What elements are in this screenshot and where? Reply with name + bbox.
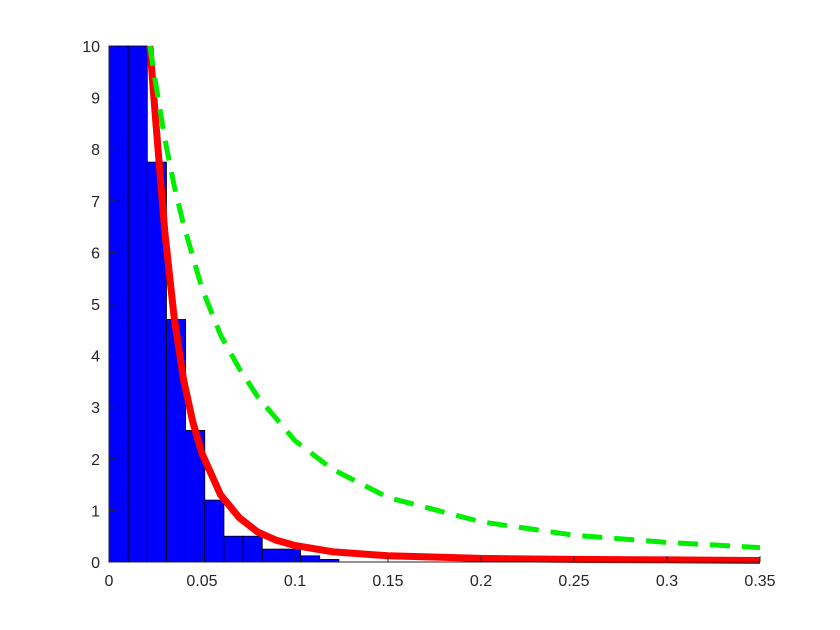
y-tick-label: 2 xyxy=(91,452,100,469)
histogram-bar xyxy=(242,535,263,563)
y-tick-label: 7 xyxy=(91,194,100,211)
histogram-bar xyxy=(300,555,321,563)
y-tick-label: 3 xyxy=(91,400,100,417)
x-tick-label: 0.15 xyxy=(372,573,403,590)
histogram-bar xyxy=(127,45,148,563)
y-tick-label: 10 xyxy=(82,39,100,56)
histogram-bar xyxy=(223,535,244,563)
x-tick-label: 0 xyxy=(105,573,114,590)
x-tick-label: 0.3 xyxy=(656,573,678,590)
x-tick-label: 0.25 xyxy=(558,573,589,590)
histogram-bar xyxy=(281,548,301,563)
y-tick-label: 5 xyxy=(91,297,100,314)
y-tick-label: 0 xyxy=(91,555,100,572)
green-dashed-curve-line xyxy=(147,45,761,551)
x-tick-label: 0.05 xyxy=(186,573,217,590)
y-axis-ticks: 0 1 2 3 4 5 6 7 8 9 10 xyxy=(82,39,115,572)
x-tick-label: 0.35 xyxy=(744,573,775,590)
x-axis-ticks: 0 0.05 0.1 0.15 0.2 0.25 0.3 0.35 xyxy=(105,556,776,590)
histogram-bars xyxy=(108,45,340,563)
histogram-bar xyxy=(261,548,282,563)
y-tick-label: 1 xyxy=(91,503,100,520)
fit-lines xyxy=(146,45,761,564)
histogram-bar xyxy=(204,499,225,563)
y-tick-label: 9 xyxy=(91,91,100,108)
y-tick-label: 8 xyxy=(91,142,100,159)
red-curve-line xyxy=(146,45,761,564)
y-tick-label: 4 xyxy=(91,349,100,366)
x-tick-label: 0.2 xyxy=(470,573,492,590)
x-tick-label: 0.1 xyxy=(284,573,306,590)
y-tick-label: 6 xyxy=(91,245,100,262)
